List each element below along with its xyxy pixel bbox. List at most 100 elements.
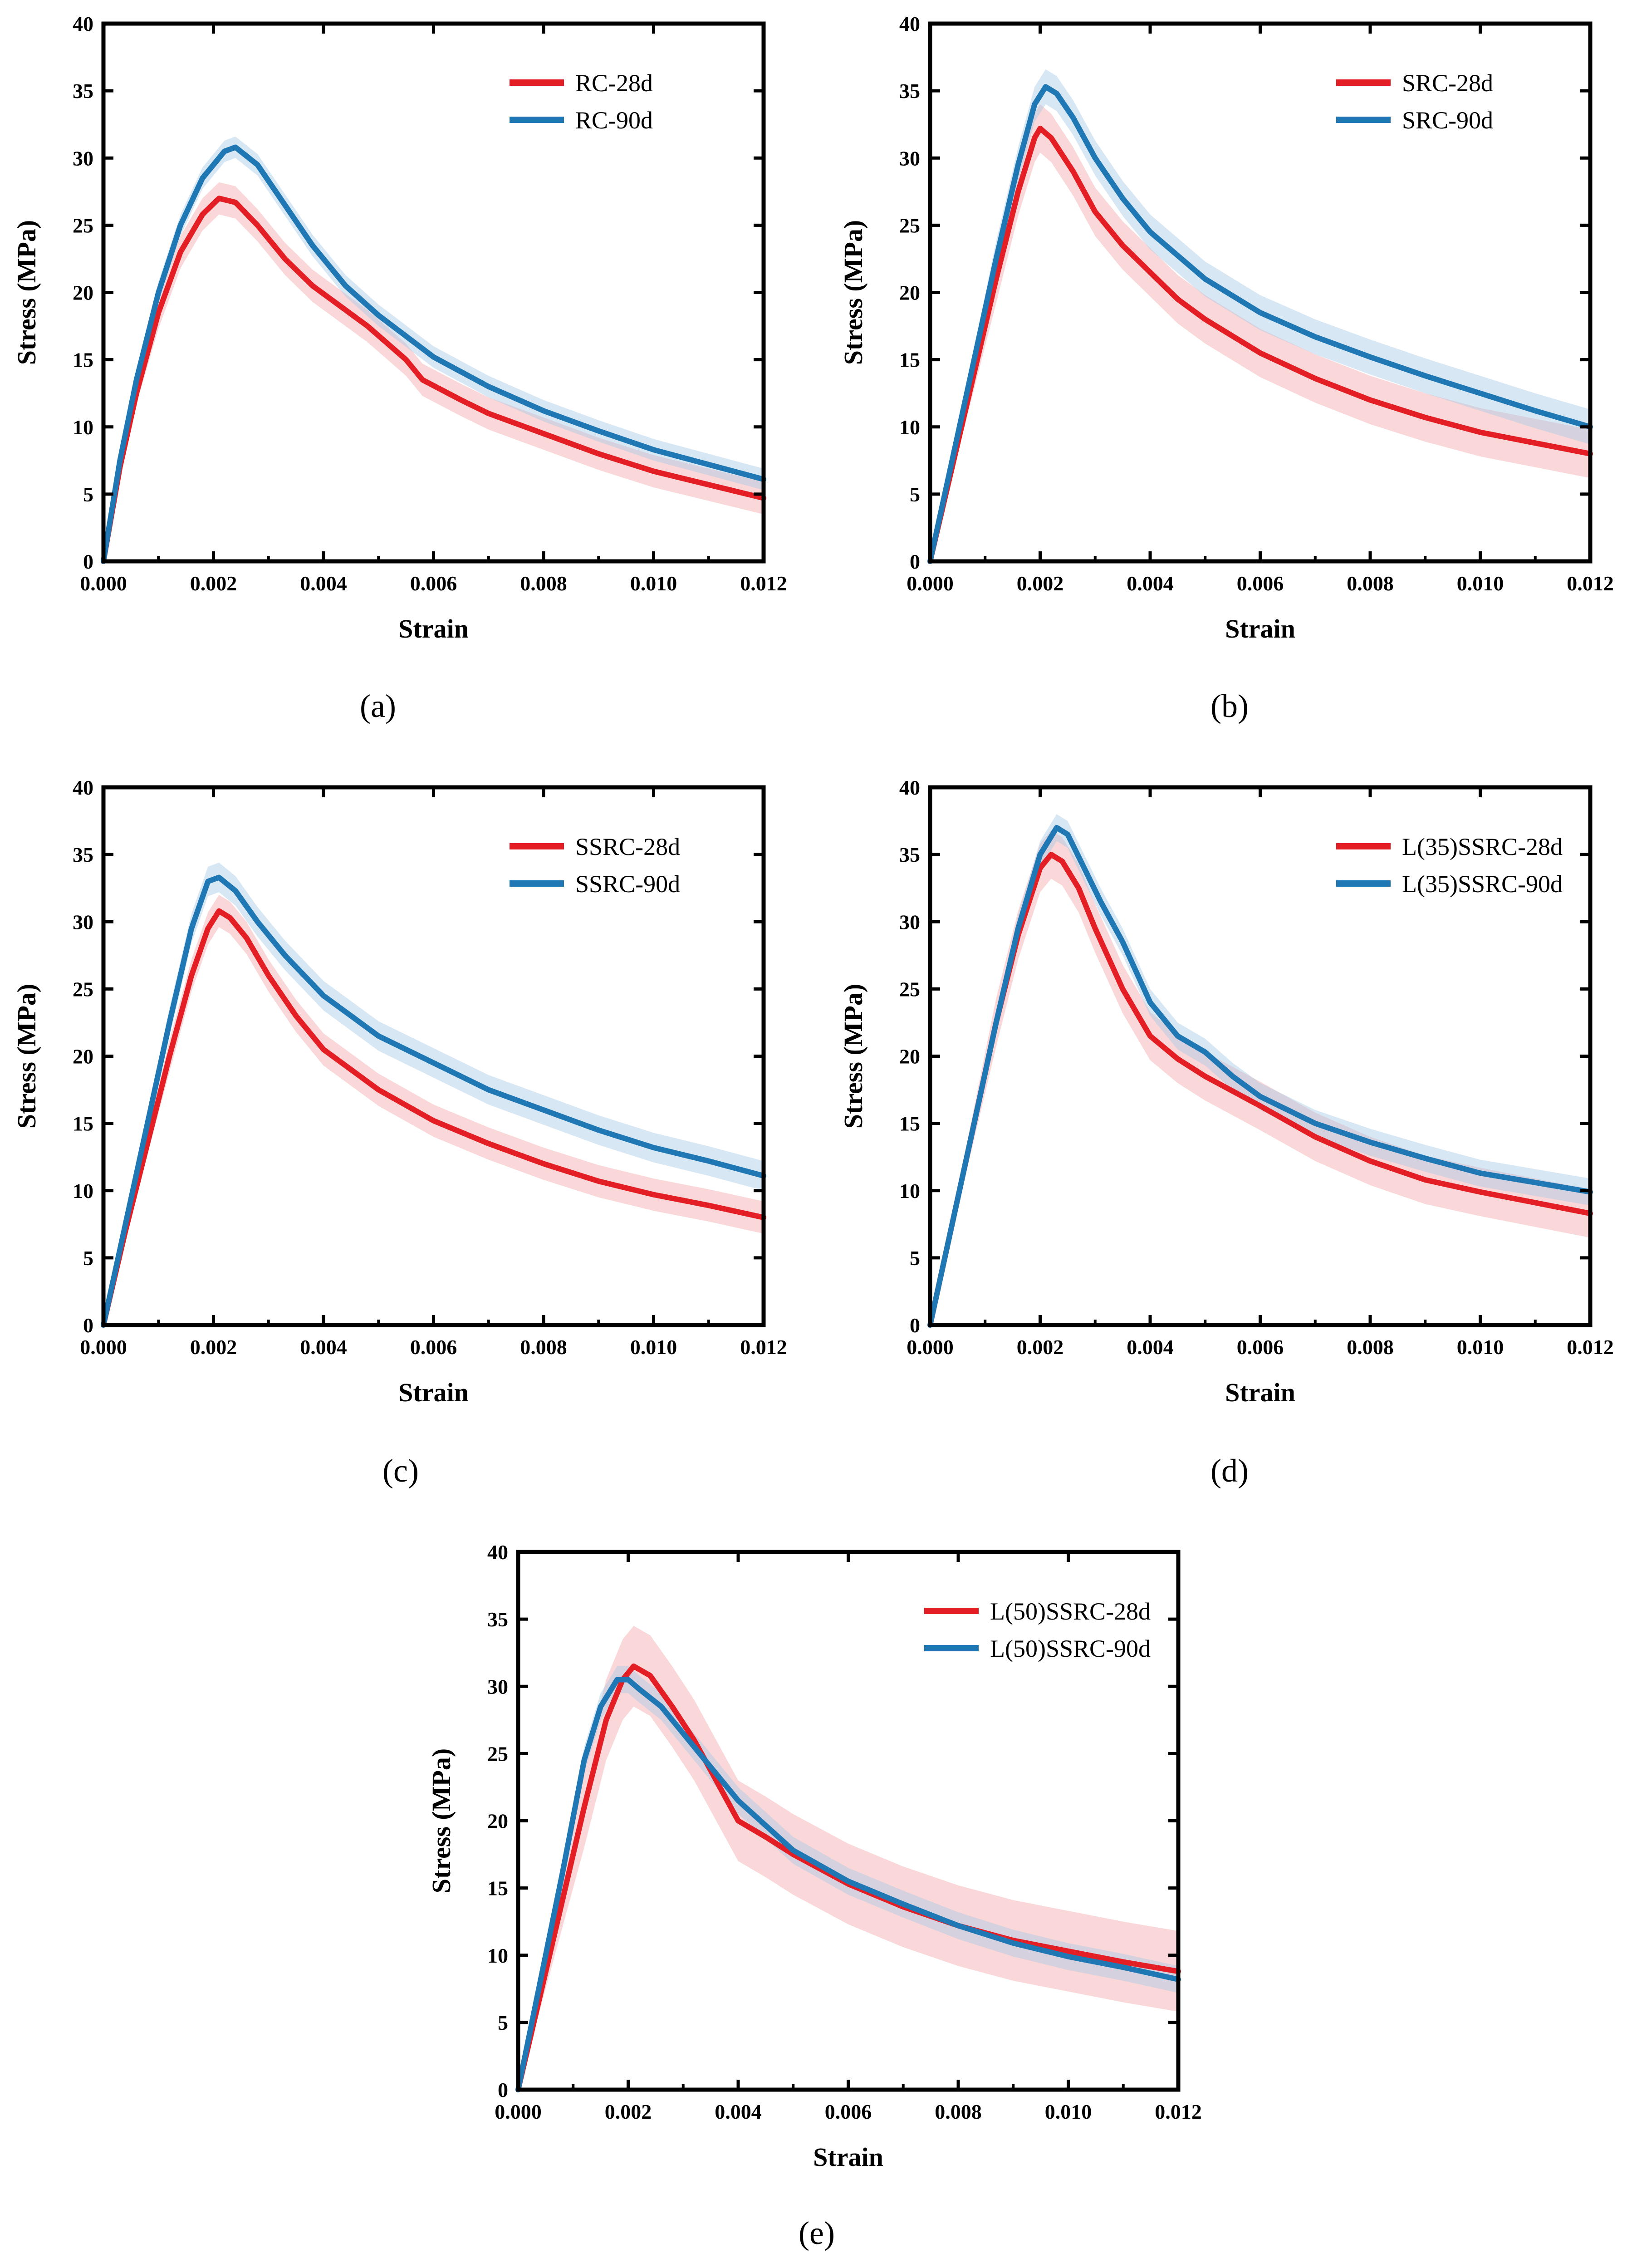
x-tick-label-a-3: 0.006	[410, 572, 457, 595]
legend-label-e-0: L(50)SSRC-28d	[990, 1598, 1151, 1625]
y-tick-label-c-6: 30	[73, 910, 93, 933]
y-tick-label-e-3: 15	[487, 1877, 508, 1900]
y-tick-label-b-4: 20	[899, 281, 920, 304]
y-tick-label-d-0: 0	[910, 1314, 920, 1337]
chart-b: 0.000 0.002 0.004 0.006 0.008 0.010 0.012 0 5 10 1…	[838, 12, 1614, 724]
x-tick-label-d-1: 0.002	[1017, 1335, 1064, 1359]
y-tick-label-d-6: 30	[899, 910, 920, 933]
y-tick-label-c-5: 25	[73, 977, 93, 1001]
y-tick-label-b-7: 35	[899, 79, 920, 103]
x-tick-label-b-0: 0.000	[907, 572, 954, 595]
legend-label-a-1: RC-90d	[575, 107, 653, 134]
legend-label-c-1: SSRC-90d	[575, 870, 680, 898]
y-tick-label-e-0: 0	[498, 2078, 508, 2101]
y-tick-label-c-4: 20	[73, 1045, 93, 1068]
x-tick-label-e-0: 0.000	[495, 2100, 542, 2123]
y-tick-label-a-4: 20	[73, 281, 93, 304]
x-axis-title-c: Strain	[398, 1378, 469, 1407]
y-tick-label-d-7: 35	[899, 843, 920, 866]
band-a-0	[103, 182, 764, 561]
x-tick-label-e-4: 0.008	[935, 2100, 982, 2123]
legend-label-d-0: L(35)SSRC-28d	[1402, 833, 1563, 860]
y-tick-label-c-2: 10	[73, 1179, 93, 1203]
x-tick-label-e-6: 0.012	[1155, 2100, 1202, 2123]
x-axis-title-d: Strain	[1225, 1378, 1295, 1407]
band-a-1	[103, 136, 764, 562]
band-d-0	[930, 830, 1590, 1325]
x-tick-label-b-5: 0.010	[1457, 572, 1504, 595]
x-tick-label-c-5: 0.010	[630, 1335, 677, 1359]
x-tick-label-a-2: 0.004	[300, 572, 347, 595]
y-axis-title-e: Stress (MPa)	[426, 1748, 456, 1893]
x-axis-title-a: Strain	[398, 614, 469, 643]
y-tick-label-a-7: 35	[73, 79, 93, 103]
y-tick-label-c-7: 35	[73, 843, 93, 866]
x-tick-label-a-6: 0.012	[740, 572, 787, 595]
y-tick-label-e-5: 25	[487, 1742, 508, 1765]
y-tick-label-c-1: 5	[83, 1247, 93, 1270]
band-e-0	[518, 1625, 1178, 2090]
y-tick-label-e-7: 35	[487, 1608, 508, 1631]
y-tick-label-b-2: 10	[899, 416, 920, 439]
series-line-b-1	[927, 84, 1593, 564]
y-tick-label-d-8: 40	[899, 776, 920, 799]
x-tick-label-a-4: 0.008	[520, 572, 567, 595]
chart-c: 0.000 0.002 0.004 0.006 0.008 0.010 0.012 0 5 10 1…	[12, 776, 787, 1489]
series-line-a-0	[101, 196, 766, 564]
y-tick-label-b-5: 25	[899, 214, 920, 237]
legend-label-b-0: SRC-28d	[1402, 69, 1493, 97]
y-tick-label-d-2: 10	[899, 1179, 920, 1203]
series-line-a-1	[101, 144, 766, 564]
chart-e: 0.000 0.002 0.004 0.006 0.008 0.010 0.012 0 5 10 1…	[426, 1541, 1202, 2251]
y-axis-title-a: Stress (MPa)	[12, 220, 41, 365]
legend-label-b-1: SRC-90d	[1402, 107, 1493, 134]
x-tick-label-c-4: 0.008	[520, 1335, 567, 1359]
series-line-d-1	[927, 825, 1593, 1328]
x-tick-label-b-6: 0.012	[1567, 572, 1614, 595]
legend-label-c-0: SSRC-28d	[575, 833, 680, 860]
x-tick-label-e-5: 0.010	[1045, 2100, 1092, 2123]
y-tick-label-b-3: 15	[899, 349, 920, 372]
x-tick-label-e-1: 0.002	[605, 2100, 652, 2123]
band-e-1	[518, 1666, 1178, 2090]
caption-c: (c)	[382, 1453, 419, 1489]
chart-a: 0.000 0.002 0.004 0.006 0.008 0.010 0.012 0 5 10 1…	[12, 12, 787, 724]
y-tick-label-b-0: 0	[910, 550, 920, 573]
y-tick-label-a-8: 40	[73, 12, 93, 35]
caption-e: (e)	[799, 2215, 835, 2251]
band-c-0	[103, 895, 764, 1325]
y-tick-label-d-1: 5	[910, 1247, 920, 1270]
caption-d: (d)	[1211, 1453, 1249, 1489]
x-tick-label-e-3: 0.006	[825, 2100, 872, 2123]
legend-label-a-0: RC-28d	[575, 69, 653, 97]
y-tick-label-a-2: 10	[73, 416, 93, 439]
y-tick-label-a-5: 25	[73, 214, 93, 237]
y-tick-label-a-3: 15	[73, 349, 93, 372]
y-tick-label-e-1: 5	[498, 2011, 508, 2034]
y-tick-label-a-0: 0	[83, 550, 93, 573]
x-tick-label-c-0: 0.000	[80, 1335, 127, 1359]
y-axis-title-d: Stress (MPa)	[838, 984, 868, 1129]
x-tick-label-a-0: 0.000	[80, 572, 127, 595]
x-tick-label-d-4: 0.008	[1347, 1335, 1394, 1359]
x-tick-label-a-5: 0.010	[630, 572, 677, 595]
caption-a: (a)	[360, 688, 396, 724]
y-tick-label-d-4: 20	[899, 1045, 920, 1068]
y-tick-label-e-4: 20	[487, 1810, 508, 1833]
series-line-c-1	[101, 874, 766, 1328]
y-tick-label-e-8: 40	[487, 1541, 508, 1564]
y-tick-label-a-6: 30	[73, 147, 93, 170]
x-tick-label-c-1: 0.002	[190, 1335, 237, 1359]
band-b-0	[930, 104, 1590, 561]
x-tick-label-b-1: 0.002	[1017, 572, 1064, 595]
y-tick-label-c-8: 40	[73, 776, 93, 799]
y-tick-label-b-6: 30	[899, 147, 920, 170]
y-axis-title-b: Stress (MPa)	[838, 220, 868, 365]
chart-d: 0.000 0.002 0.004 0.006 0.008 0.010 0.012 0 5 10 1…	[838, 776, 1614, 1489]
caption-b: (b)	[1211, 688, 1249, 724]
x-tick-label-b-4: 0.008	[1347, 572, 1394, 595]
plot-frame-d	[928, 785, 1593, 1327]
x-tick-label-b-2: 0.004	[1127, 572, 1174, 595]
x-tick-label-d-5: 0.010	[1457, 1335, 1504, 1359]
